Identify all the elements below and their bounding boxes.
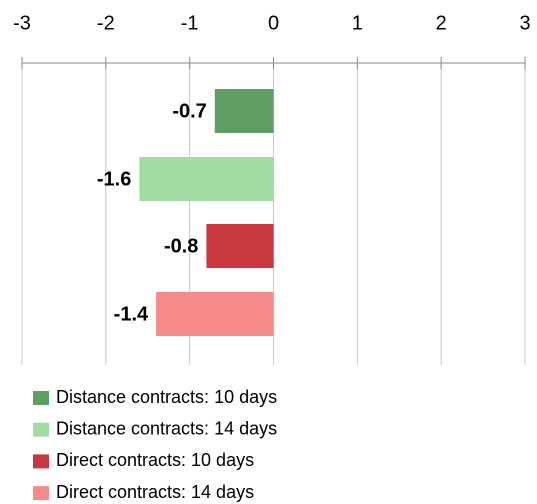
x-tick-label: 1 [352, 12, 363, 34]
x-tick-label: -3 [13, 12, 31, 34]
x-tick-label: 3 [519, 12, 530, 34]
x-tick-label: 2 [436, 12, 447, 34]
data-label: -0.7 [172, 100, 206, 122]
data-label: -1.4 [114, 303, 149, 325]
x-tick-label: 0 [268, 12, 279, 34]
legend-label: Direct contracts: 10 days [56, 450, 254, 470]
bar [206, 224, 274, 268]
legend-swatch [33, 391, 49, 405]
legend-swatch [33, 486, 49, 501]
data-label: -0.8 [164, 235, 198, 257]
x-tick-label: -1 [181, 12, 199, 34]
x-tick-label: -2 [97, 12, 115, 34]
legend-label: Distance contracts: 10 days [56, 387, 277, 407]
data-label: -1.6 [97, 168, 131, 190]
bar [139, 157, 274, 201]
legend-swatch [33, 422, 49, 437]
legend-swatch [33, 454, 49, 469]
bar [214, 89, 274, 133]
legend-label: Direct contracts: 14 days [56, 482, 254, 502]
legend-label: Distance contracts: 14 days [56, 418, 277, 438]
bar [156, 292, 274, 336]
